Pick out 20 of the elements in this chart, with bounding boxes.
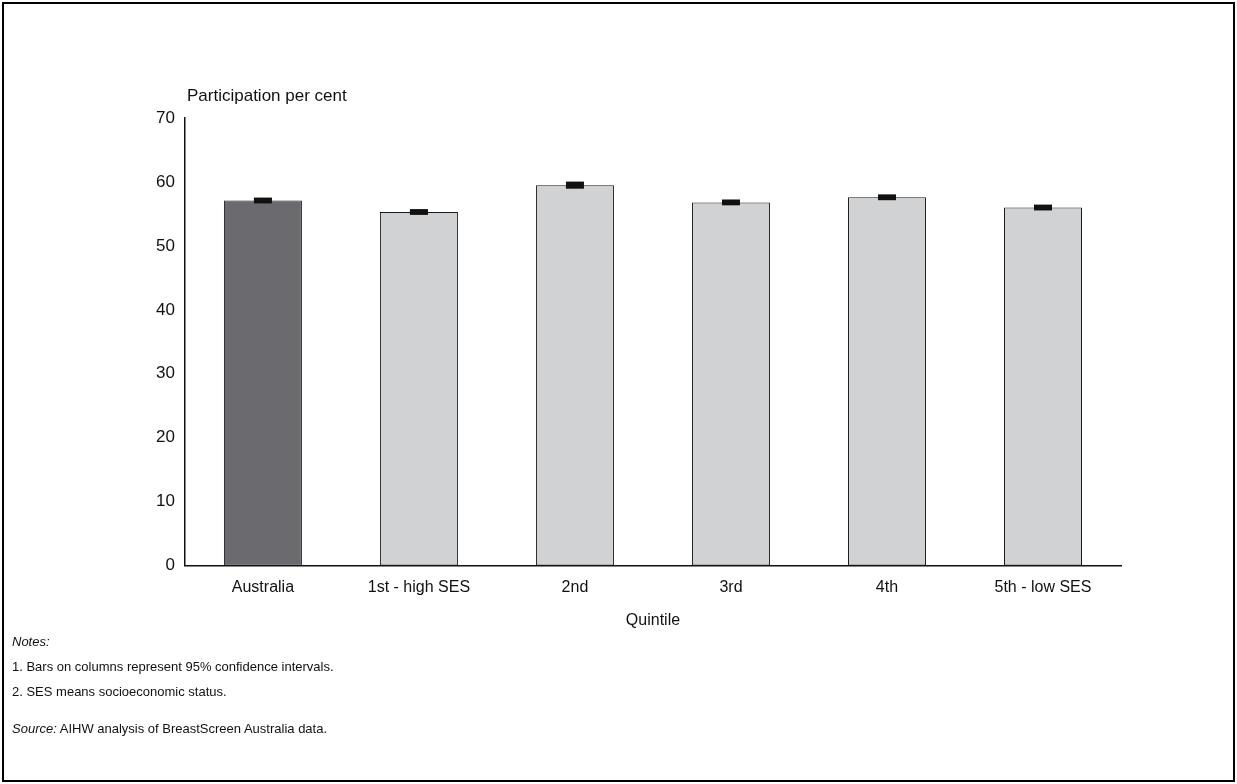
y-axis-title: Participation per cent [187, 86, 347, 106]
y-tick-label: 30 [155, 363, 175, 383]
source-note: Source: AIHW analysis of BreastScreen Australia data. [12, 721, 329, 736]
text: 1. Bars on columns represent 95% confidence intervals. [12, 659, 334, 674]
x-axis-title: Quintile [625, 610, 681, 628]
y-tick-label: 40 [155, 299, 175, 319]
x-tick-label: 1st - high SES [367, 577, 471, 595]
y-tick-label: 0 [165, 555, 175, 575]
text: Notes: [12, 634, 50, 649]
x-tick-label: Australia [231, 577, 295, 595]
y-tick-label: 70 [155, 107, 175, 127]
y-tick-label: 60 [155, 171, 175, 191]
x-tick-label: 3rd [719, 577, 743, 595]
x-tick-label: 2nd [561, 577, 589, 595]
y-tick-label: 10 [155, 491, 175, 511]
x-tick-label: 4th [875, 577, 899, 595]
x-tick-label: 5th - low SES [994, 577, 1092, 595]
y-tick-label: 50 [155, 235, 175, 255]
y-tick-label: 20 [155, 427, 175, 447]
text: 2. SES means socioeconomic status. [12, 684, 228, 699]
